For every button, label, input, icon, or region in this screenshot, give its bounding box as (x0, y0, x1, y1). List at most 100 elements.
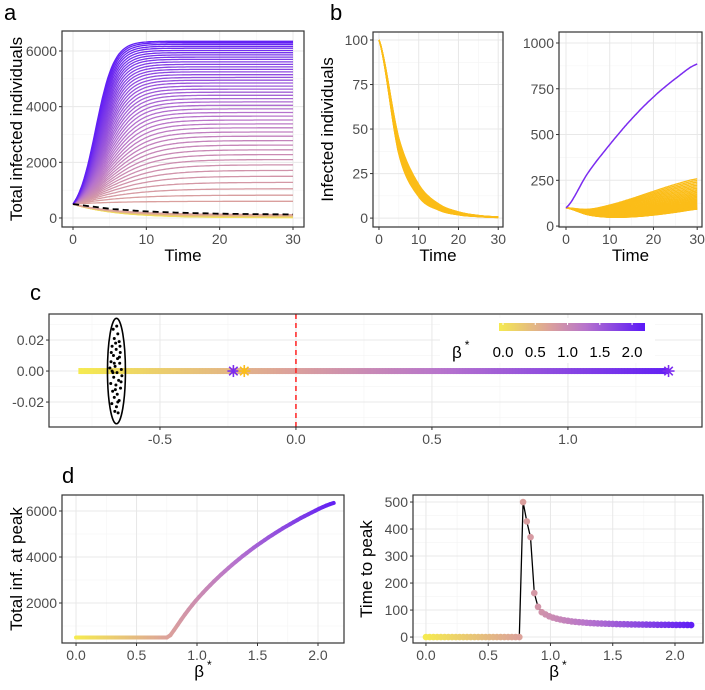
beta-path-segment (128, 368, 133, 375)
beta-path-segment (630, 368, 634, 375)
beta-path-segment (211, 368, 215, 375)
plot-content (565, 63, 698, 219)
beta-path-segment (512, 368, 516, 375)
beta-path-segment (367, 368, 372, 375)
trajectory-curve (72, 188, 293, 205)
data-point (109, 350, 113, 354)
beta-path-segment (146, 368, 150, 375)
x-tick-label: 0 (69, 231, 77, 247)
y-tick-label: 50 (352, 121, 368, 137)
trajectory-curve (72, 175, 293, 205)
beta-path-segment (364, 368, 369, 375)
x-tick-label: 0.0 (66, 647, 86, 663)
confidence-ellipse (106, 317, 127, 425)
data-point (117, 340, 121, 344)
plot-content (72, 40, 294, 219)
beta-path-segment (618, 368, 622, 375)
trajectory-curve (72, 158, 293, 205)
beta-path-segment (515, 368, 519, 375)
beta-path-segment (152, 368, 156, 375)
panel-label-b: b (330, 0, 342, 25)
y-tick-label: 0 (546, 218, 554, 234)
time-to-peak-point (687, 621, 695, 629)
beta-path-segment (444, 368, 448, 375)
beta-path-segment (388, 368, 392, 375)
x-tick-label: 20 (212, 231, 228, 247)
x-axis-title-text: β (549, 662, 559, 681)
y-tick-label: 100 (385, 602, 409, 618)
beta-path-segment (385, 368, 389, 375)
plot-border (48, 313, 703, 428)
y-tick-label: 400 (385, 521, 409, 537)
trajectory-curve (72, 91, 293, 205)
beta-path-segment (214, 368, 218, 375)
beta-path-segment (84, 368, 88, 375)
beta-path-segment (606, 368, 611, 375)
x-tick-label: 20 (451, 231, 467, 247)
x-axis-title: β * (194, 658, 212, 681)
x-axis-title-superscript: * (207, 658, 212, 672)
plot-border (372, 31, 504, 228)
beta-path-segment (405, 368, 410, 375)
trajectory-curve (72, 101, 293, 205)
plot-border (61, 494, 345, 644)
beta-path-segment (296, 368, 301, 375)
beta-path-segment (187, 368, 192, 375)
beta-path-segment (653, 368, 658, 375)
trajectory-curve (72, 131, 293, 205)
plot-border (61, 30, 305, 228)
beta-path-segment (90, 368, 94, 375)
beta-path-segment (553, 368, 558, 375)
trajectory-curve (72, 85, 293, 205)
beta-path-segment (450, 368, 454, 375)
trajectory-curve (72, 149, 293, 205)
x-tick-label: 1.0 (558, 431, 578, 447)
data-point (114, 341, 118, 345)
trajectory-curve (72, 169, 293, 205)
trajectory-curve (72, 74, 293, 205)
beta-path-segment (438, 368, 442, 375)
beta-path-segment (588, 368, 593, 375)
y-axis-title: Total infected individuals (7, 37, 26, 221)
data-point (115, 392, 119, 396)
beta-path-segment (627, 368, 631, 375)
beta-path-segment (175, 368, 180, 375)
beta-path-segment (574, 368, 578, 375)
trajectory-curve (72, 153, 293, 205)
beta-path-segment (273, 368, 277, 375)
x-tick-label: 10 (411, 231, 427, 247)
beta-path-segment (217, 368, 221, 375)
trajectory-curve (72, 76, 293, 205)
beta-path-segment (255, 368, 259, 375)
star-marker (662, 365, 675, 378)
beta-path-segment (302, 368, 307, 375)
legend-title: β * (452, 338, 470, 362)
data-point (118, 344, 122, 348)
beta-path-segment (394, 368, 398, 375)
data-point (112, 361, 116, 365)
beta-path-segment (594, 368, 599, 375)
trajectory-curve (72, 123, 293, 205)
beta-path-segment (523, 368, 528, 375)
y-tick-label: 6000 (26, 43, 57, 59)
beta-path-segment (518, 368, 522, 375)
beta-path-segment (320, 368, 324, 375)
beta-path-segment (158, 368, 162, 375)
data-point (108, 366, 112, 370)
legend-tick-label: 1.0 (557, 344, 578, 361)
y-tick-label: 100 (345, 32, 369, 48)
beta-path-segment (550, 368, 555, 375)
y-tick-label: 750 (531, 81, 555, 97)
y-tick-label: 500 (531, 127, 555, 143)
beta-path-segment (358, 368, 363, 375)
beta-path-segment (349, 368, 354, 375)
beta-path-segment (329, 368, 333, 375)
data-point (109, 381, 113, 385)
beta-path-segment (509, 368, 513, 375)
beta-path-segment (432, 368, 437, 375)
x-tick-label: 0 (562, 231, 570, 247)
beta-path-segment (506, 368, 510, 375)
panel-label-a: a (4, 0, 17, 25)
x-axis-title: Time (164, 246, 201, 265)
